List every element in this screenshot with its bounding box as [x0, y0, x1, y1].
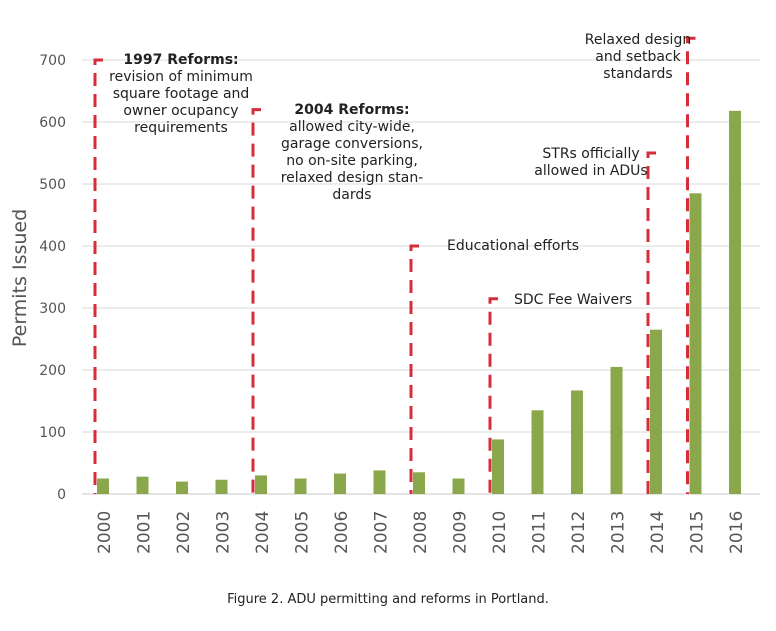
y-tick-label: 500	[39, 177, 66, 193]
x-tick-label: 2001	[135, 511, 155, 554]
annotation-line-2004	[251, 108, 261, 494]
x-tick-label: 2003	[214, 511, 234, 554]
annotation-text: standards	[603, 66, 672, 82]
y-tick-label: 100	[39, 425, 66, 441]
y-tick-label: 300	[39, 301, 66, 317]
adu-permits-chart: 0 100 200 300 400 500 600 700 Permits Issued 2000…	[9, 32, 760, 554]
bar-2003	[215, 479, 228, 494]
y-tick-label: 400	[39, 239, 66, 255]
bar-2000	[97, 478, 109, 494]
annotation-text: allowed city-wide,	[289, 119, 415, 135]
annotation-line-2015	[686, 36, 696, 494]
x-tick-label: 2007	[372, 511, 392, 554]
bar-2006	[334, 473, 346, 494]
annotation-text: no on-site parking,	[286, 153, 418, 169]
bar-2012	[571, 390, 583, 494]
annotation-text: dards	[332, 187, 371, 203]
figure-caption: Figure 2. ADU permitting and reforms in …	[227, 592, 549, 607]
annotation-text: allowed in ADUs	[534, 163, 647, 179]
x-tick-label: 2016	[727, 511, 747, 554]
bar-2009	[452, 478, 465, 494]
annotation-text: revision of minimum	[109, 69, 253, 85]
x-tick-label: 2011	[530, 511, 550, 554]
bar-2013	[610, 366, 623, 494]
x-tick-label: 2008	[411, 511, 431, 554]
annotation-line-2000	[93, 58, 103, 494]
annotation-text: SDC Fee Waivers	[514, 292, 632, 308]
annotation-line-2010	[488, 297, 498, 494]
x-tick-label: 2000	[95, 511, 115, 554]
annotation-text: requirements	[134, 120, 228, 136]
annotation-text: square footage and	[113, 86, 250, 102]
annotation-text: garage conversions,	[281, 136, 423, 152]
annotation-text: owner ocupancy	[123, 103, 238, 119]
annotation-heading: 1997 Reforms:	[123, 52, 238, 68]
annotation-text: and setback	[595, 49, 681, 65]
annotation-text: Educational efforts	[447, 238, 579, 254]
bar-2005	[294, 478, 307, 494]
bar-2007	[373, 470, 386, 494]
x-tick-label: 2009	[451, 511, 471, 554]
x-tick-label: 2013	[609, 511, 629, 554]
bar-2002	[176, 481, 188, 494]
y-axis-label: Permits Issued	[9, 209, 31, 347]
annotation-line-2008	[409, 244, 419, 494]
x-tick-label: 2012	[569, 511, 589, 554]
x-tick-label: 2014	[648, 511, 668, 554]
bar-2011	[531, 410, 544, 494]
y-tick-label: 0	[57, 487, 66, 503]
x-tick-label: 2005	[293, 511, 313, 554]
bar-2001	[136, 476, 149, 494]
bar-2016	[729, 110, 741, 494]
annotation-text: STRs officially	[542, 146, 639, 162]
bar-2015	[689, 193, 702, 495]
x-tick-label: 2006	[332, 511, 352, 554]
y-tick-label: 600	[39, 115, 66, 131]
bar-2008	[413, 472, 425, 494]
annotation-text: Relaxed design	[585, 32, 691, 48]
bar-2004	[255, 475, 267, 494]
x-tick-label: 2002	[174, 511, 194, 554]
x-tick-label: 2004	[253, 511, 273, 554]
annotation-heading: 2004 Reforms:	[294, 102, 409, 118]
y-tick-label: 200	[39, 363, 66, 379]
annotation-line-2014	[646, 151, 656, 494]
x-tick-label: 2010	[490, 511, 510, 554]
bar-2014	[650, 329, 662, 494]
annotation-text: relaxed design stan-	[281, 170, 424, 186]
y-tick-label: 700	[39, 53, 66, 69]
x-tick-label: 2015	[688, 511, 708, 554]
bar-2010	[492, 439, 504, 494]
